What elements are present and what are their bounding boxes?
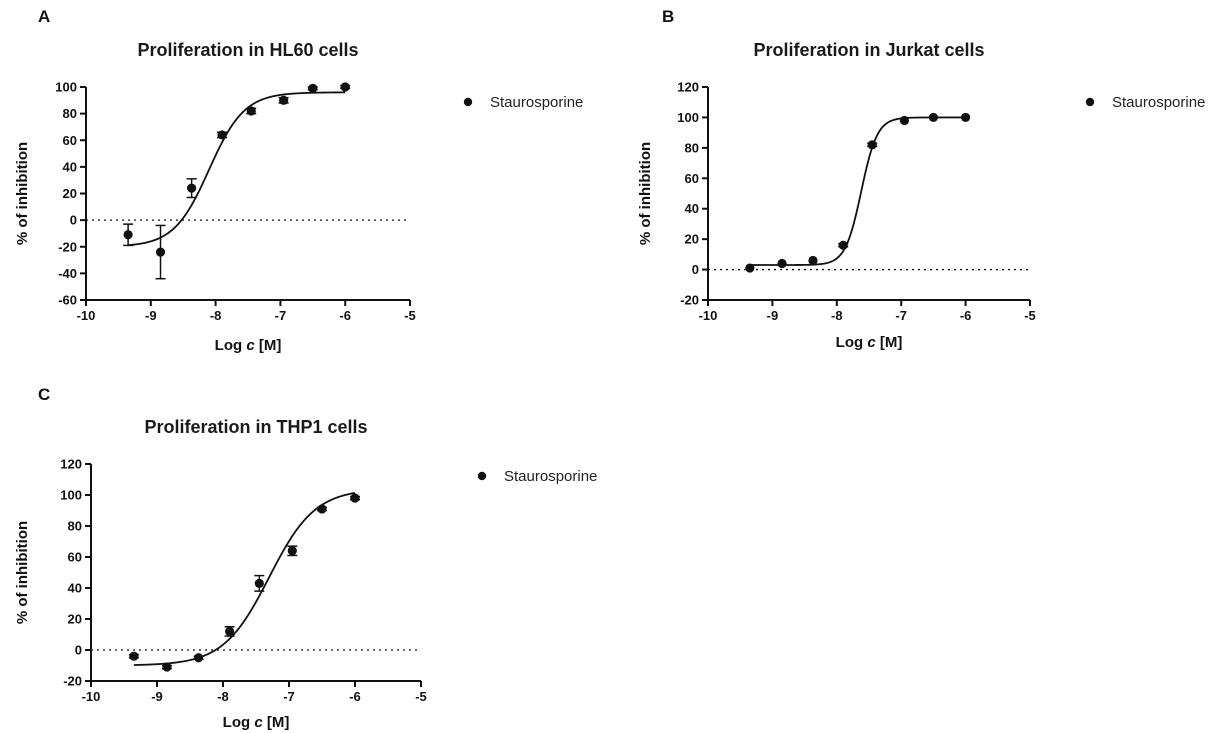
data-point bbox=[308, 83, 318, 93]
x-tick-label: -5 bbox=[415, 689, 427, 704]
y-tick-label: 60 bbox=[685, 171, 699, 186]
y-tick-label: 40 bbox=[685, 201, 699, 216]
y-tick-label: 20 bbox=[68, 612, 82, 627]
data-point bbox=[340, 82, 350, 92]
x-tick-label: -10 bbox=[77, 308, 96, 323]
y-tick-label: 80 bbox=[68, 519, 82, 534]
data-point bbox=[867, 140, 877, 150]
y-axis-label: % of inhibition bbox=[14, 142, 31, 245]
fit-curve bbox=[133, 492, 356, 666]
y-tick-label: -40 bbox=[58, 266, 77, 281]
data-point bbox=[193, 653, 204, 663]
y-tick-label: 80 bbox=[685, 140, 699, 155]
x-tick-label: -7 bbox=[275, 308, 287, 323]
legend-marker bbox=[463, 97, 473, 107]
x-tick-label: -5 bbox=[1024, 308, 1036, 323]
panel-b: B Proliferation in Jurkat cells -20 0 20 40 60… bbox=[637, 7, 1205, 351]
y-tick-label: 100 bbox=[60, 488, 82, 503]
data-point bbox=[808, 255, 818, 266]
y-tick-label: 0 bbox=[75, 643, 82, 658]
panel-a: A Proliferation in HL60 cells -60 -40 -20 0 20… bbox=[14, 7, 583, 354]
x-axis-label: Log c [M] bbox=[836, 334, 903, 351]
panel-letter: A bbox=[38, 7, 50, 26]
chart-title: Proliferation in THP1 cells bbox=[144, 417, 367, 437]
x-axis-label: Log c [M] bbox=[223, 714, 290, 731]
legend-label: Staurosporine bbox=[490, 94, 583, 111]
chart-title: Proliferation in HL60 cells bbox=[137, 40, 358, 60]
y-tick-label: 80 bbox=[63, 106, 77, 121]
panel-letter: B bbox=[662, 7, 674, 26]
y-tick-label: 60 bbox=[63, 133, 77, 148]
x-tick-label: -5 bbox=[404, 308, 416, 323]
data-point bbox=[162, 662, 172, 672]
data-point bbox=[225, 626, 235, 637]
x-tick-label: -9 bbox=[145, 308, 157, 323]
chart-title: Proliferation in Jurkat cells bbox=[753, 40, 984, 60]
y-tick-label: 40 bbox=[63, 159, 77, 174]
y-tick-label: -20 bbox=[680, 293, 699, 308]
x-tick-label: -7 bbox=[895, 308, 907, 323]
data-point bbox=[961, 112, 971, 123]
legend-marker bbox=[477, 471, 487, 481]
data-point bbox=[287, 546, 297, 556]
x-tick-label: -6 bbox=[339, 308, 351, 323]
data-point bbox=[129, 651, 139, 661]
data-point bbox=[745, 263, 755, 273]
y-tick-label: -60 bbox=[58, 293, 77, 308]
data-point bbox=[350, 493, 360, 503]
x-tick-label: -10 bbox=[82, 689, 101, 704]
data-point bbox=[928, 112, 939, 123]
data-point bbox=[899, 115, 910, 126]
y-tick-label: 20 bbox=[685, 232, 699, 247]
y-tick-label: 120 bbox=[60, 457, 82, 472]
data-point bbox=[254, 578, 264, 588]
data-point bbox=[187, 183, 197, 193]
y-tick-label: 100 bbox=[55, 80, 77, 95]
y-tick-label: 60 bbox=[68, 550, 82, 565]
fit-curve bbox=[128, 91, 346, 247]
x-tick-label: -8 bbox=[217, 689, 229, 704]
data-point bbox=[155, 247, 166, 257]
x-tick-label: -7 bbox=[283, 689, 295, 704]
x-tick-label: -6 bbox=[349, 689, 361, 704]
y-axis-label: % of inhibition bbox=[637, 142, 654, 245]
y-tick-label: 0 bbox=[692, 262, 699, 277]
data-point bbox=[246, 106, 256, 116]
y-tick-label: -20 bbox=[63, 674, 82, 689]
fit-curve bbox=[749, 116, 966, 266]
data-point bbox=[217, 130, 227, 140]
y-tick-label: 100 bbox=[677, 110, 699, 125]
data-point bbox=[279, 95, 289, 105]
legend-marker bbox=[1085, 97, 1095, 107]
x-axis-label: Log c [M] bbox=[215, 337, 282, 354]
data-point bbox=[838, 240, 848, 250]
x-tick-label: -9 bbox=[767, 308, 779, 323]
x-tick-label: -8 bbox=[831, 308, 843, 323]
data-point bbox=[777, 258, 787, 269]
data-point bbox=[123, 230, 133, 240]
x-tick-label: -8 bbox=[210, 308, 222, 323]
x-tick-label: -10 bbox=[699, 308, 718, 323]
y-tick-label: 0 bbox=[70, 213, 77, 228]
y-tick-label: -20 bbox=[58, 239, 77, 254]
legend-label: Staurosporine bbox=[1112, 94, 1205, 111]
y-axis-label: % of inhibition bbox=[14, 521, 31, 624]
y-tick-label: 20 bbox=[63, 186, 77, 201]
x-tick-label: -9 bbox=[151, 689, 163, 704]
x-tick-label: -6 bbox=[960, 308, 972, 323]
legend-label: Staurosporine bbox=[504, 468, 597, 485]
data-point bbox=[317, 504, 327, 514]
panel-letter: C bbox=[38, 385, 50, 404]
panel-c: C Proliferation in THP1 cells -20 0 20 40 60 80… bbox=[14, 385, 597, 731]
y-tick-label: 120 bbox=[677, 80, 699, 95]
y-tick-label: 40 bbox=[68, 581, 82, 596]
